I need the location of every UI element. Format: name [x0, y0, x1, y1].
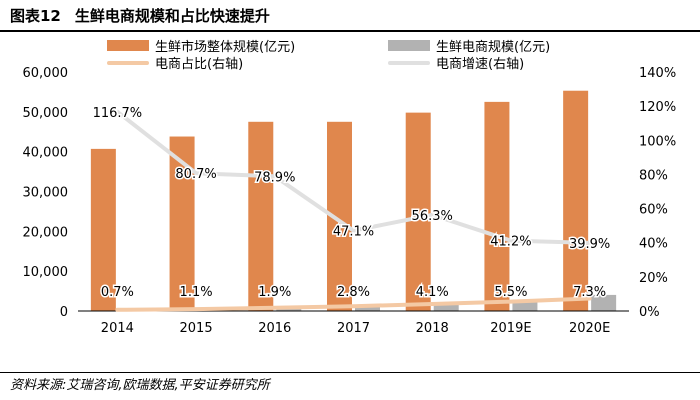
chart-legend: 生鲜市场整体规模(亿元) 生鲜电商规模(亿元) 电商占比(右轴) 电商增速(右轴…	[0, 36, 700, 72]
x-tick-label: 2020E	[569, 321, 610, 336]
legend-swatch-ecom	[388, 40, 430, 51]
legend-label-growth: 电商增速(右轴)	[436, 57, 525, 72]
bar-market	[405, 112, 431, 311]
y-right-tick-label: 140%	[639, 66, 676, 81]
y-left-tick-label: 40,000	[23, 146, 69, 161]
y-right-tick-label: 60%	[639, 203, 668, 218]
data-label-share: 0.7%	[101, 285, 134, 300]
data-label-share: 1.9%	[258, 285, 291, 300]
header-rule	[0, 30, 700, 32]
y-right-tick-label: 0%	[639, 305, 660, 320]
y-left-tick-label: 10,000	[23, 265, 69, 280]
legend-label-ecom: 生鲜电商规模(亿元)	[436, 40, 551, 55]
legend-swatch-share	[107, 60, 149, 65]
y-right-tick-label: 120%	[639, 100, 676, 115]
y-left-tick-label: 0	[60, 305, 68, 320]
bar-ecom	[355, 305, 380, 311]
chart-canvas: 0 10,000 20,000 30,000 40,000 50,000 60,000 0% 2…	[23, 66, 677, 336]
legend-item-market: 生鲜市场整体规模(亿元)	[107, 36, 295, 55]
bar-market	[90, 148, 116, 311]
y-left-tick-label: 20,000	[23, 225, 69, 240]
data-label-share: 1.1%	[180, 285, 213, 300]
bar-ecom	[433, 302, 459, 311]
figure-title: 生鲜电商规模和占比快速提升	[74, 6, 270, 25]
x-tick-label: 2016	[258, 321, 291, 336]
x-tick-label: 2018	[416, 321, 449, 336]
x-tick-label: 2017	[337, 321, 370, 336]
data-label-growth: 78.9%	[254, 170, 295, 185]
data-label-share: 2.8%	[337, 285, 370, 300]
y-left-tick-label: 60,000	[23, 66, 69, 81]
legend-label-share: 电商占比(右轴)	[155, 57, 244, 72]
legend-item-growth: 电商增速(右轴)	[388, 53, 524, 72]
data-label-share: 4.1%	[416, 285, 449, 300]
y-right-tick-label: 20%	[639, 271, 668, 286]
data-label-share: 7.3%	[573, 285, 606, 300]
legend-item-ecom: 生鲜电商规模(亿元)	[388, 36, 550, 55]
footer-rule	[0, 372, 700, 373]
figure-number: 图表12	[10, 6, 61, 25]
line-share	[115, 296, 592, 312]
x-tick-label: 2015	[180, 321, 213, 336]
legend-swatch-market	[107, 40, 149, 51]
bar-market	[484, 101, 510, 311]
bar-market	[169, 136, 195, 311]
figure-header: 图表12 生鲜电商规模和占比快速提升	[0, 0, 700, 30]
data-label-share: 5.5%	[494, 285, 527, 300]
y-left-tick-label: 50,000	[23, 106, 69, 121]
data-label-growth: 47.1%	[333, 225, 374, 240]
y-right-tick-label: 100%	[639, 134, 676, 149]
x-tick-label: 2014	[101, 321, 134, 336]
data-label-growth: 56.3%	[412, 209, 453, 224]
data-label-growth: 39.9%	[569, 237, 610, 252]
source-note: 资料来源:艾瑞咨询,欧瑞数据,平安证券研究所	[10, 378, 270, 393]
data-label-growth: 80.7%	[175, 167, 216, 182]
bar-market	[248, 121, 274, 312]
y-right-tick-label: 80%	[639, 168, 668, 183]
bar-market	[563, 90, 589, 311]
data-label-growth: 116.7%	[93, 106, 143, 121]
legend-swatch-growth	[388, 60, 430, 65]
data-label-growth: 41.2%	[490, 235, 531, 250]
x-tick-label: 2019E	[490, 321, 531, 336]
line-growth	[115, 109, 592, 245]
y-left-tick-label: 30,000	[23, 186, 69, 201]
bar-ecom	[512, 299, 538, 311]
y-right-tick-label: 40%	[639, 237, 668, 252]
legend-label-market: 生鲜市场整体规模(亿元)	[155, 40, 296, 55]
legend-item-share: 电商占比(右轴)	[107, 53, 243, 72]
bar-ecom	[591, 294, 617, 311]
